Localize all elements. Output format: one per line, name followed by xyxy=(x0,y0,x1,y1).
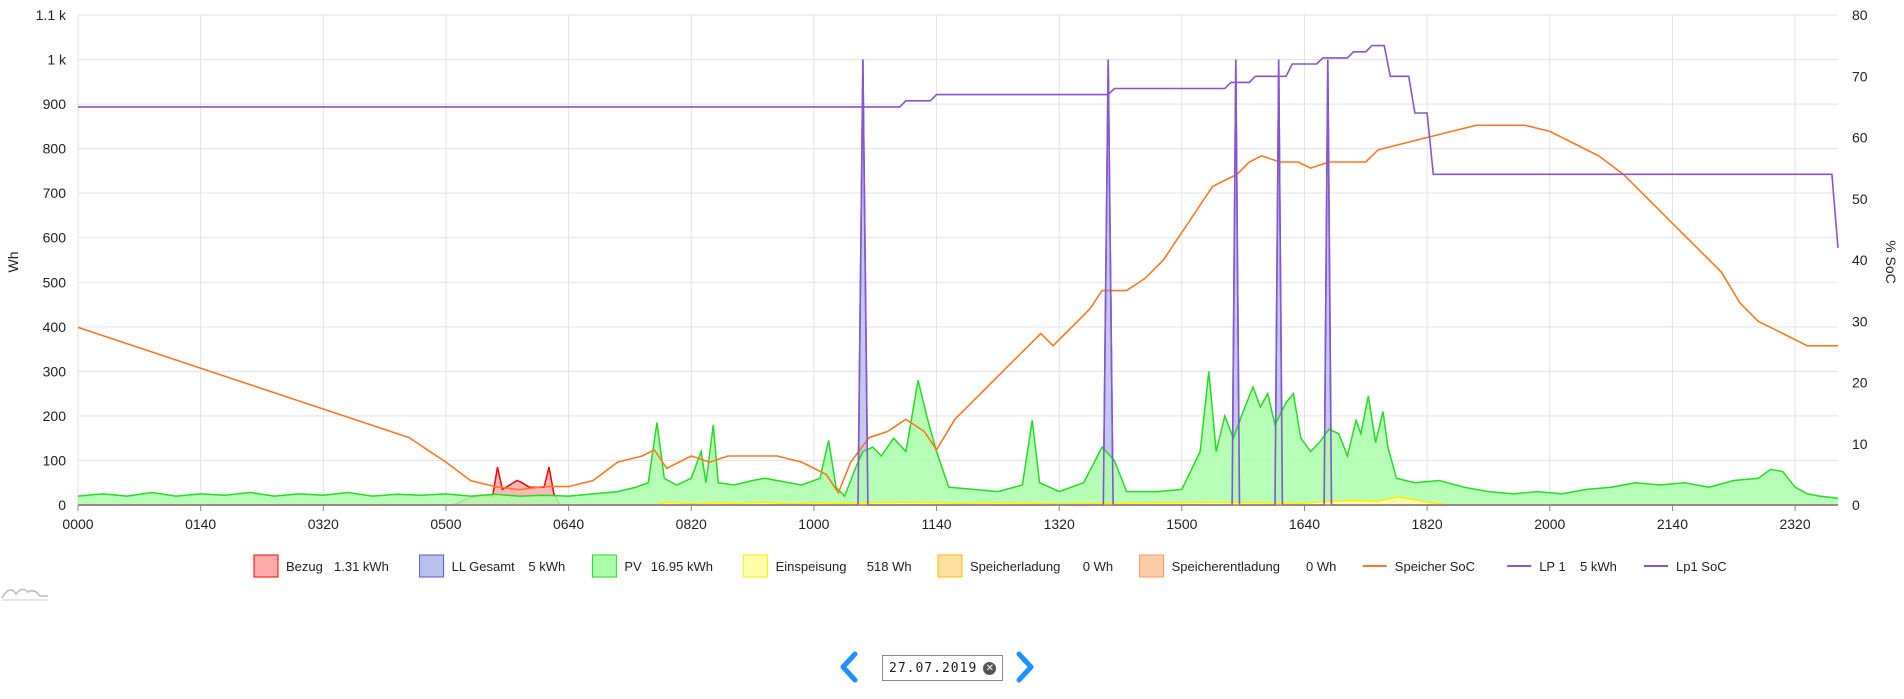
legend-item-pv[interactable]: PV 16.95 kWh xyxy=(591,554,713,578)
legend-total: 5 kWh xyxy=(1580,559,1617,574)
y-left-tick-label: 400 xyxy=(43,319,67,335)
legend-item-einspeisung[interactable]: Einspeisung 518 Wh xyxy=(743,554,912,578)
y-right-tick-label: 80 xyxy=(1852,7,1868,23)
legend-label: Speicherentladung xyxy=(1172,559,1280,574)
legend-swatch xyxy=(253,554,279,578)
legend[interactable]: Bezug 1.31 kWh LL Gesamt 5 kWh PV 16.95 kWh Ei… xyxy=(253,554,1727,578)
legend-swatch xyxy=(591,554,617,578)
x-tick-label: 1140 xyxy=(921,516,951,532)
y-left-tick-label: 1 k xyxy=(47,52,67,68)
x-tick-label: 0320 xyxy=(308,516,339,532)
legend-label: Lp1 SoC xyxy=(1676,559,1727,574)
chevron-left-icon xyxy=(840,651,858,683)
y-axis-right-label: % SoC xyxy=(1883,240,1899,284)
y-left-tick-label: 1.1 k xyxy=(36,7,67,23)
legend-total: 1.31 kWh xyxy=(334,559,389,574)
legend-label: Speicherladung xyxy=(970,559,1060,574)
legend-label: PV xyxy=(624,559,642,574)
y-left-tick-label: 300 xyxy=(43,363,67,379)
series-outline-einspeisung xyxy=(78,496,1838,506)
y-left-tick-label: 500 xyxy=(43,274,67,290)
y-right-tick-label: 40 xyxy=(1852,252,1868,268)
y-right-tick-label: 50 xyxy=(1852,191,1868,207)
series-line-speicher-soc xyxy=(77,124,1838,495)
series-line-lp1-soc xyxy=(78,44,1839,248)
series-area-einspeisung xyxy=(78,497,1838,505)
date-value[interactable]: 27.07.2019 xyxy=(889,660,978,676)
legend-label: LL Gesamt xyxy=(452,559,515,574)
legend-label: Speicher SoC xyxy=(1395,559,1475,574)
legend-swatch xyxy=(743,554,769,578)
legend-label: Einspeisung xyxy=(776,559,847,574)
x-tick-label: 0640 xyxy=(553,516,584,532)
y-left-tick-label: 900 xyxy=(43,96,67,112)
legend-total: 5 kWh xyxy=(528,559,565,574)
x-tick-label: 2000 xyxy=(1534,516,1565,532)
legend-item-lp1-soc[interactable]: Lp1 SoC xyxy=(1644,559,1727,574)
x-tick-label: 0820 xyxy=(676,516,707,532)
legend-total: 0 Wh xyxy=(1306,559,1336,574)
legend-item-speicherladung[interactable]: Speicherladung 0 Wh xyxy=(937,554,1113,578)
series-area-pv xyxy=(78,371,1838,505)
y-right-tick-label: 70 xyxy=(1852,68,1868,84)
y-left-tick-label: 800 xyxy=(43,141,67,157)
y-left-tick-label: 100 xyxy=(43,452,67,468)
legend-label: LP 1 xyxy=(1539,559,1566,574)
legend-label: Bezug xyxy=(286,559,323,574)
x-tick-label: 2140 xyxy=(1657,516,1688,532)
y-left-tick-label: 200 xyxy=(43,408,67,424)
date-picker[interactable]: 27.07.2019 ✕ xyxy=(882,655,1004,681)
x-tick-label: 0500 xyxy=(430,516,461,532)
x-tick-label: 0000 xyxy=(62,516,93,532)
line-series xyxy=(77,44,1839,506)
y-right-tick-label: 0 xyxy=(1852,497,1860,513)
y-axis-left-label: Wh xyxy=(5,252,21,273)
x-tick-label: 1500 xyxy=(1166,516,1197,532)
legend-item-ll-gesamt[interactable]: LL Gesamt 5 kWh xyxy=(419,554,566,578)
chart-thumbnail-icon xyxy=(1,588,48,601)
x-tick-label: 1000 xyxy=(798,516,829,532)
legend-swatch xyxy=(937,554,963,578)
legend-item-bezug[interactable]: Bezug 1.31 kWh xyxy=(253,554,389,578)
series-outline-pv xyxy=(77,371,1839,500)
legend-total: 0 Wh xyxy=(1083,559,1113,574)
next-day-button[interactable] xyxy=(1010,650,1040,684)
legend-swatch xyxy=(1139,554,1165,578)
legend-item-speicherentladung[interactable]: Speicherentladung 0 Wh xyxy=(1139,554,1337,578)
legend-total: 16.95 kWh xyxy=(651,559,713,574)
grid xyxy=(77,14,1838,506)
y-right-tick-label: 10 xyxy=(1852,436,1868,452)
x-tick-label: 1640 xyxy=(1289,516,1320,532)
chevron-right-icon xyxy=(1016,651,1034,683)
previous-day-button[interactable] xyxy=(834,650,864,684)
y-left-tick-label: 600 xyxy=(43,230,67,246)
x-tick-label: 1320 xyxy=(1044,516,1075,532)
y-left-tick-label: 700 xyxy=(43,185,67,201)
y-right-tick-label: 20 xyxy=(1852,375,1868,391)
clear-icon[interactable]: ✕ xyxy=(983,661,997,675)
x-tick-label: 0140 xyxy=(185,516,216,532)
y-left-tick-label: 0 xyxy=(58,497,66,513)
legend-total: 518 Wh xyxy=(867,559,912,574)
legend-item-speicher-soc[interactable]: Speicher SoC xyxy=(1362,559,1475,574)
y-right-tick-label: 30 xyxy=(1852,313,1868,329)
y-right-tick-label: 60 xyxy=(1852,130,1868,146)
legend-swatch xyxy=(419,554,445,578)
x-tick-label: 2320 xyxy=(1779,516,1810,532)
series-line-lp-1 xyxy=(78,59,1838,506)
legend-item-lp-1[interactable]: LP 1 5 kWh xyxy=(1507,559,1617,574)
x-tick-label: 1820 xyxy=(1412,516,1443,532)
